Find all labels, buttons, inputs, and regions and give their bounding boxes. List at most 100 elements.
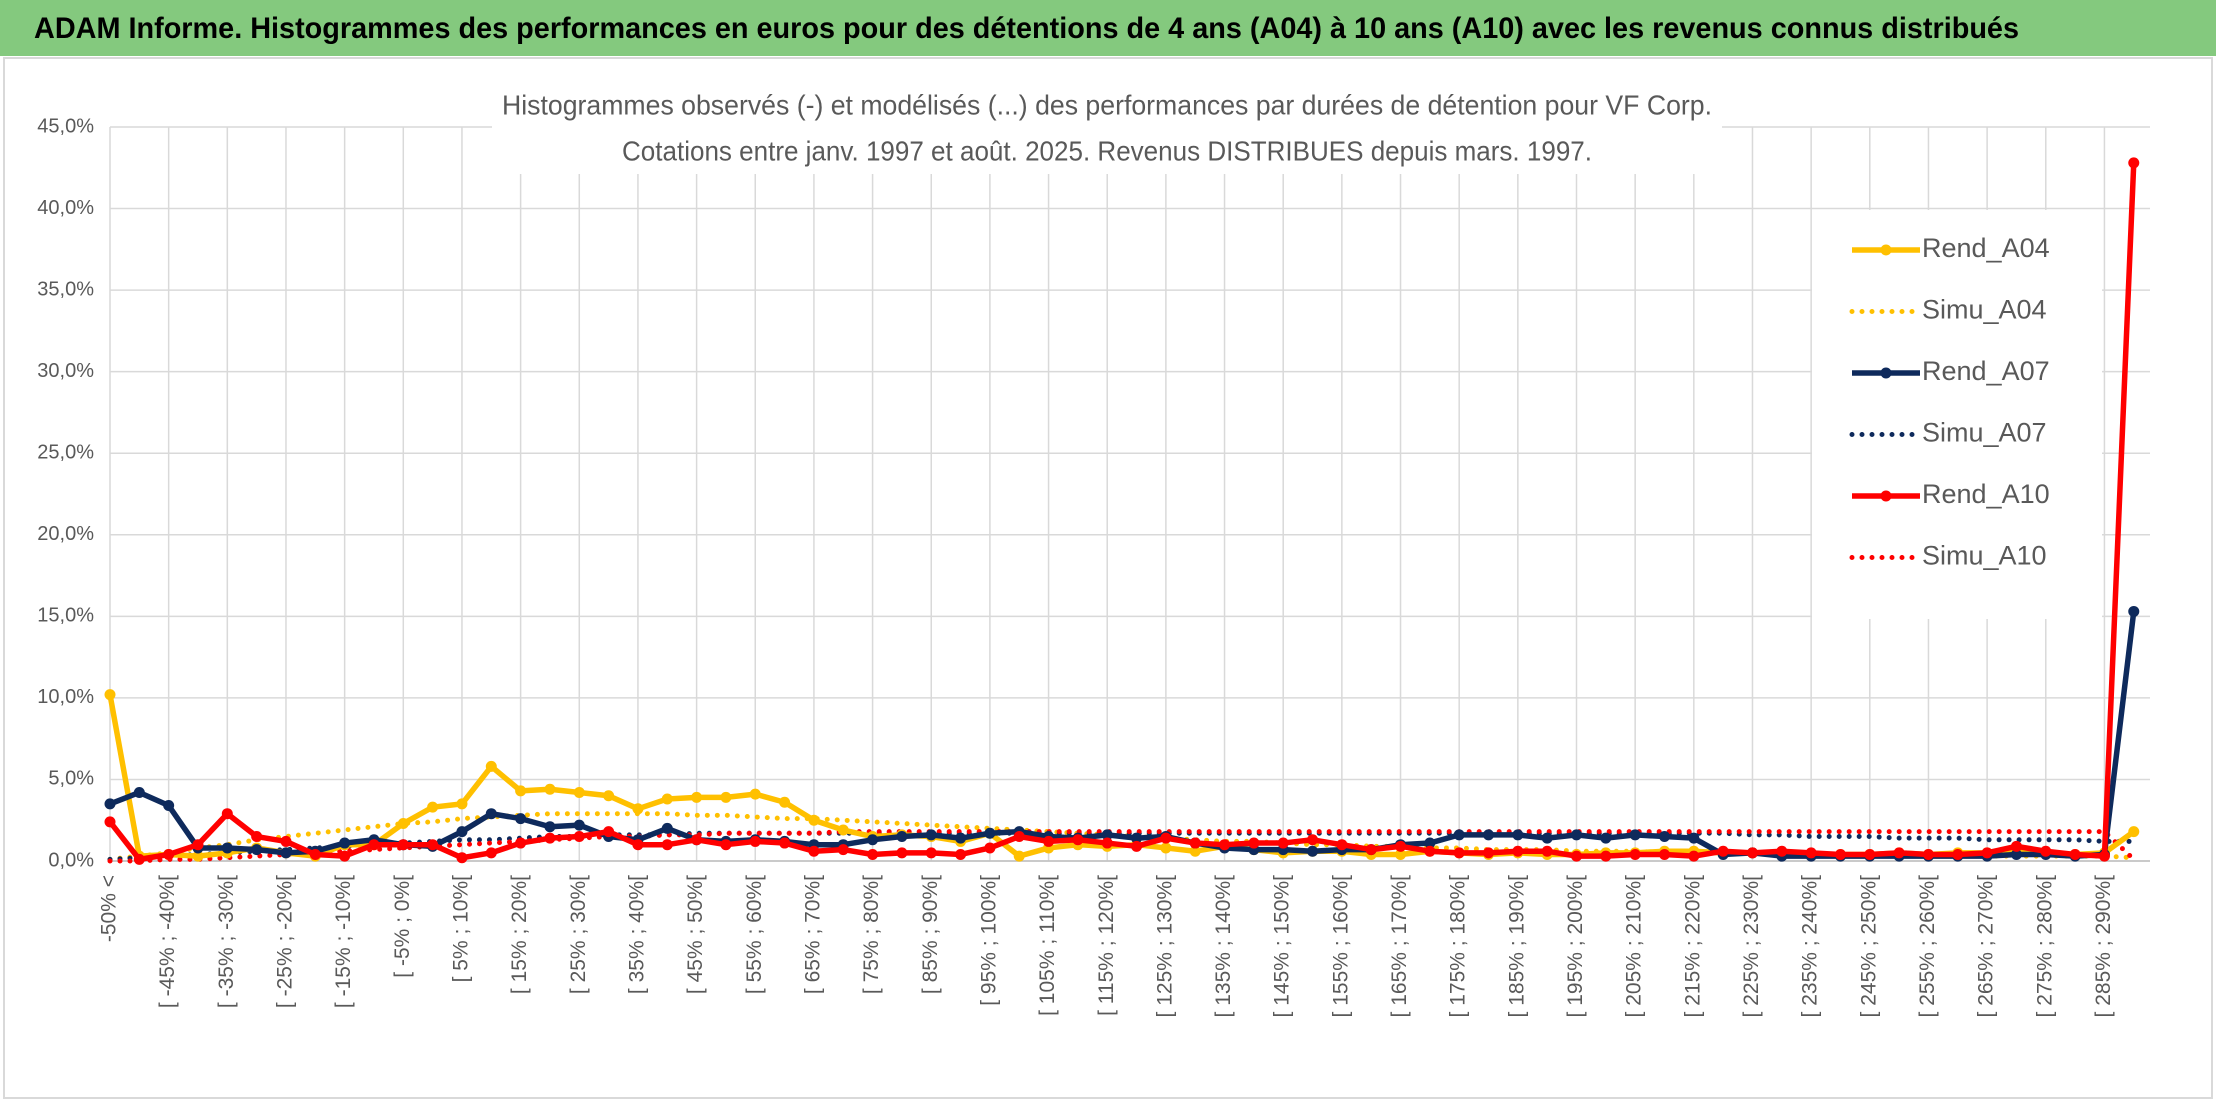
point — [544, 832, 556, 844]
x-tick-label: [ 15% ; 20%[ — [508, 875, 531, 994]
point — [925, 847, 937, 859]
legend-label: Simu_A04 — [1922, 295, 2047, 325]
legend-label: Simu_A07 — [1922, 418, 2047, 448]
x-tick-label: [ 95% ; 100%[ — [977, 875, 1000, 1006]
x-tick-label: [ 65% ; 70%[ — [801, 875, 824, 994]
series-line — [107, 829, 2137, 864]
point — [661, 793, 673, 805]
point — [1160, 842, 1172, 854]
x-tick-label: [ 165% ; 170%[ — [1388, 875, 1411, 1018]
y-tick-label: 45,0% — [37, 115, 94, 137]
x-tick-label: [ 185% ; 190%[ — [1505, 875, 1528, 1018]
point — [661, 839, 673, 851]
point — [309, 848, 321, 860]
y-tick-label: 0,0% — [48, 849, 94, 871]
point — [749, 835, 761, 847]
point — [1307, 834, 1319, 846]
point — [896, 847, 908, 859]
y-tick-label: 5,0% — [48, 768, 94, 790]
point — [867, 834, 879, 846]
point — [1629, 848, 1641, 860]
point — [984, 842, 996, 854]
legend: Rend_A04 Simu_A04 Rend_A07 Simu_A07 Rend_A10… — [1812, 210, 2102, 619]
point — [720, 791, 732, 803]
point — [1483, 829, 1495, 841]
point — [1160, 832, 1172, 844]
x-tick-label: [ 275% ; 280%[ — [2033, 875, 2056, 1018]
point — [397, 839, 409, 851]
x-tick-label: [ 155% ; 160%[ — [1329, 875, 1352, 1018]
point — [1571, 850, 1582, 862]
point — [573, 819, 585, 831]
point — [515, 837, 527, 849]
point — [280, 847, 292, 859]
point — [691, 834, 703, 846]
point — [221, 808, 233, 820]
point — [1307, 845, 1319, 857]
x-tick-label: [ 195% ; 200%[ — [1564, 875, 1587, 1018]
point — [515, 813, 527, 825]
x-tick-label: [ 265% ; 270%[ — [1975, 875, 1998, 1018]
point — [192, 839, 204, 851]
point — [1453, 847, 1465, 859]
x-tick-label: [ 225% ; 230%[ — [1740, 875, 1763, 1018]
point — [1101, 829, 1113, 841]
point — [1893, 847, 1905, 859]
point — [1365, 844, 1377, 856]
point — [1131, 832, 1143, 844]
x-tick-label: [ 245% ; 250%[ — [1857, 875, 1880, 1018]
x-tick-label: [ 55% ; 60%[ — [743, 875, 766, 994]
x-tick-label: [ -15% ; -10%[ — [332, 875, 355, 1008]
x-tick-label: [ 235% ; 240%[ — [1799, 875, 1822, 1018]
point — [544, 783, 556, 795]
x-tick-label: [ -35% ; -30%[ — [215, 875, 238, 1008]
point — [1922, 848, 1934, 860]
chart-frame — [3, 57, 2213, 1099]
point — [1571, 829, 1582, 841]
point — [808, 845, 820, 857]
point — [280, 835, 292, 847]
x-tick-label: [ 285% ; 290%[ — [2092, 875, 2115, 1018]
point — [1424, 845, 1436, 857]
point — [1746, 847, 1758, 859]
point — [1453, 829, 1465, 841]
plot: 0,0% 5,0% 10,0% 15,0% 20,0% 25,0% 30,0% 35,0% 40… — [37, 115, 2150, 1017]
point — [955, 832, 967, 844]
point — [1776, 845, 1788, 857]
x-tick-label: [ -5% ; 0%[ — [391, 875, 414, 978]
point — [133, 853, 145, 865]
point — [1336, 839, 1348, 851]
point — [485, 808, 497, 820]
x-tick-label: [ 105% ; 110%[ — [1036, 875, 1059, 1016]
point — [1483, 847, 1495, 859]
x-tick-label: [ 75% ; 80%[ — [860, 875, 883, 994]
point — [1952, 848, 1964, 860]
x-tick-label: [ 45% ; 50%[ — [684, 875, 707, 994]
x-tick-label: [ 255% ; 260%[ — [1916, 875, 1939, 1018]
point — [779, 837, 791, 849]
point — [2010, 840, 2022, 852]
point — [1395, 840, 1407, 852]
point — [1277, 837, 1289, 849]
legend-label: Rend_A04 — [1922, 233, 2050, 263]
point — [104, 816, 116, 828]
point — [720, 839, 732, 851]
point — [339, 837, 351, 849]
point — [456, 852, 468, 864]
point — [1189, 837, 1201, 849]
point — [2128, 157, 2140, 169]
legend-background — [1812, 210, 2102, 619]
point — [837, 844, 849, 856]
point — [1600, 850, 1612, 862]
point — [632, 803, 644, 815]
point — [104, 798, 116, 810]
x-tick-label: [ 175% ; 180%[ — [1447, 875, 1470, 1018]
point — [1219, 839, 1231, 851]
x-tick-label: [ 145% ; 150%[ — [1271, 875, 1294, 1018]
point — [661, 822, 673, 834]
series-line — [107, 162, 2137, 863]
point — [691, 791, 703, 803]
x-tick-label: [ 85% ; 90%[ — [919, 875, 942, 994]
x-tick-label: [ 215% ; 220%[ — [1681, 875, 1704, 1018]
y-tick-label: 35,0% — [37, 278, 94, 300]
